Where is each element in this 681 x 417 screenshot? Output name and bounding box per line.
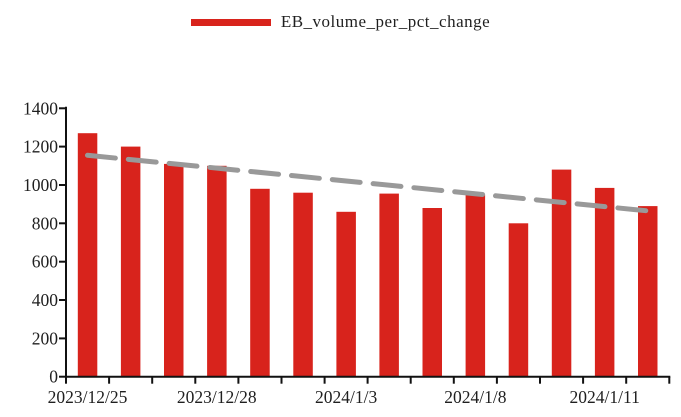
x-tick-label: 2023/12/28 <box>177 387 257 407</box>
bar <box>465 194 486 377</box>
bar <box>336 211 356 377</box>
bar <box>207 165 227 377</box>
y-tick-label: 800 <box>32 213 59 233</box>
bar <box>293 192 313 377</box>
y-tick-label: 200 <box>32 328 59 348</box>
bar <box>164 163 184 377</box>
bar <box>508 223 529 377</box>
trendline <box>85 152 651 214</box>
bar <box>379 193 399 377</box>
bar <box>77 133 98 377</box>
bar <box>120 146 141 377</box>
y-tick-label: 600 <box>32 252 59 272</box>
y-tick-label: 0 <box>49 367 58 387</box>
y-tick-label: 1000 <box>23 175 58 195</box>
bar <box>551 169 572 377</box>
legend-swatch-icon <box>190 18 271 26</box>
bar <box>594 187 615 377</box>
y-tick-label: 400 <box>32 290 59 310</box>
x-tick-label: 2024/1/8 <box>444 387 506 407</box>
y-tick-label: 1400 <box>23 98 58 118</box>
legend-label: EB_volume_per_pct_change <box>280 12 491 31</box>
y-tick-label: 1200 <box>23 137 58 157</box>
bar <box>422 208 442 377</box>
x-tick-label: 2024/1/3 <box>315 387 377 407</box>
bar <box>638 206 658 377</box>
x-tick-label: 2023/12/25 <box>48 387 128 407</box>
bar <box>250 188 270 377</box>
legend: EB_volume_per_pct_change <box>0 12 681 32</box>
x-tick-label: 2024/1/11 <box>570 387 640 407</box>
